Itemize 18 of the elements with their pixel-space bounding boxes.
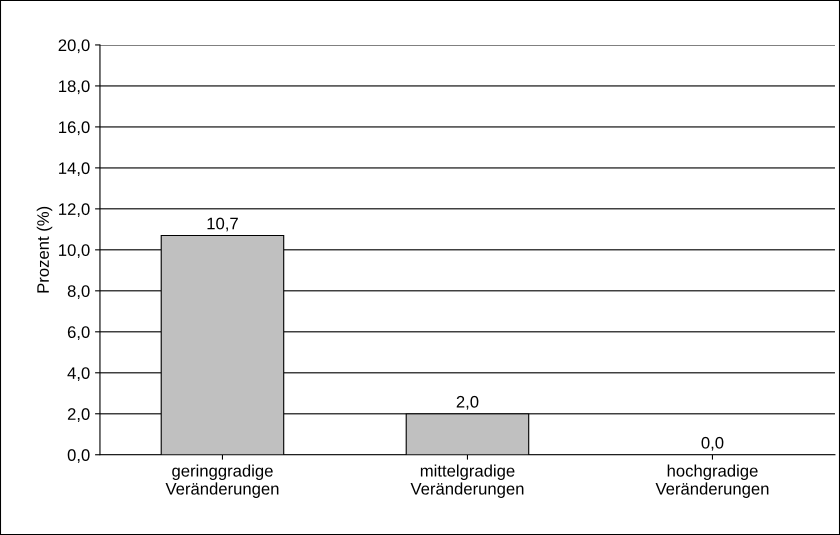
y-axis-title: Prozent (%) <box>36 206 52 292</box>
y-tick-label: 8,0 <box>68 285 90 299</box>
x-tick-label: mittelgradige Veränderungen <box>410 464 524 498</box>
y-tick-label: 10,0 <box>59 244 90 258</box>
y-tick-label: 4,0 <box>67 367 90 381</box>
y-tick-label: 12,0 <box>59 203 90 218</box>
y-tick-label: 2,0 <box>68 408 90 422</box>
y-tick-label: 20,0 <box>58 39 90 54</box>
y-tick-label: 16,0 <box>59 121 90 136</box>
data-label: 2,0 <box>456 396 478 410</box>
data-label: 0,0 <box>702 436 724 451</box>
x-tick-label: geringgradige Veränderungen <box>166 464 278 498</box>
y-tick-label: 14,0 <box>59 162 90 176</box>
y-tick-label: 6,0 <box>68 326 90 340</box>
x-tick-label: hochgradige Veränderungen <box>656 464 768 498</box>
data-label: 10,7 <box>208 218 238 232</box>
y-tick-label: 0,0 <box>68 449 90 463</box>
y-tick-label: 18,0 <box>59 80 90 94</box>
